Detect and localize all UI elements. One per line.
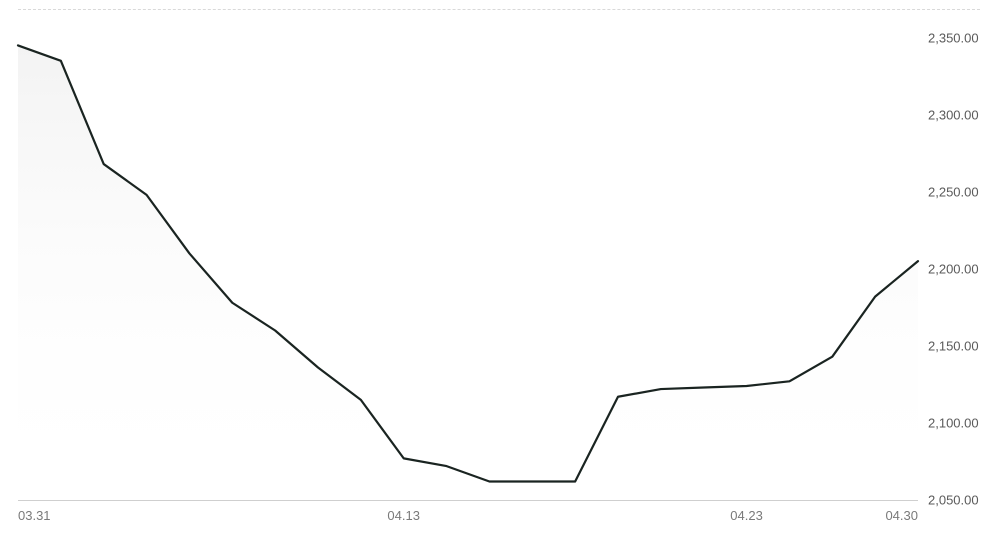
price-chart: 2,050.00 2,100.00 2,150.00 2,200.00 2,250.00… — [0, 0, 998, 551]
chart-plot-area — [18, 30, 918, 500]
chart-series-svg — [18, 30, 918, 500]
x-tick-label: 04.30 — [885, 508, 918, 523]
y-tick-label: 2,050.00 — [928, 493, 979, 508]
y-tick-label: 2,150.00 — [928, 338, 979, 353]
chart-top-border — [18, 9, 980, 10]
y-tick-label: 2,200.00 — [928, 261, 979, 276]
x-tick-label: 04.23 — [730, 508, 763, 523]
series-area — [18, 45, 918, 500]
y-tick-label: 2,300.00 — [928, 107, 979, 122]
y-tick-label: 2,100.00 — [928, 415, 979, 430]
y-tick-label: 2,350.00 — [928, 30, 979, 45]
x-tick-label: 04.13 — [387, 508, 420, 523]
x-axis-baseline — [18, 500, 918, 501]
x-axis-labels: 03.31 04.13 04.23 04.30 — [18, 508, 918, 528]
x-tick-label: 03.31 — [18, 508, 51, 523]
y-tick-label: 2,250.00 — [928, 184, 979, 199]
